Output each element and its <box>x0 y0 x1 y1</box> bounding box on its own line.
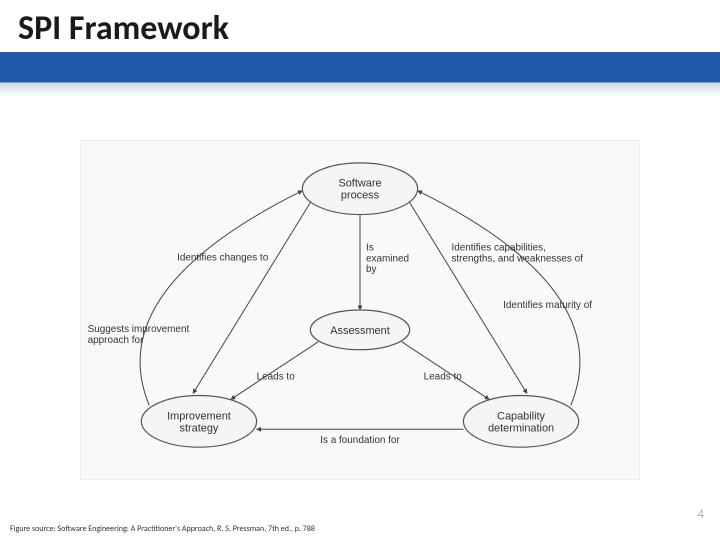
page-number: 4 <box>697 507 704 522</box>
spi-diagram: SoftwareprocessAssessmentImprovementstra… <box>80 140 640 480</box>
edge-label-software_process-improvement: Identifies changes to <box>177 252 269 263</box>
edge-label-software_process-capability: Identifies capabilities,strengths, and w… <box>451 242 583 264</box>
edge-label-capability-software_process: Identifies maturity of <box>503 300 592 311</box>
figure-caption: Figure source: Software Engineering: A P… <box>10 524 315 534</box>
edge-label-assessment-capability: Leads to <box>424 372 463 383</box>
edge-label-capability-improvement: Is a foundation for <box>320 435 400 446</box>
edge-label-improvement-software_process: Suggests improvementapproach for <box>88 324 190 346</box>
page-title: SPI Framework <box>18 8 229 49</box>
edge-software_process-capability <box>410 203 527 394</box>
diagram-svg: SoftwareprocessAssessmentImprovementstra… <box>81 141 639 479</box>
node-label-capability: Capabilitydetermination <box>488 410 554 434</box>
edge-label-assessment-improvement: Leads to <box>257 372 296 383</box>
edge-label-software_process-assessment: Isexaminedby <box>366 242 409 275</box>
edge-software_process-improvement <box>193 203 310 394</box>
node-label-assessment: Assessment <box>330 325 389 337</box>
node-label-software_process: Softwareprocess <box>338 178 381 202</box>
